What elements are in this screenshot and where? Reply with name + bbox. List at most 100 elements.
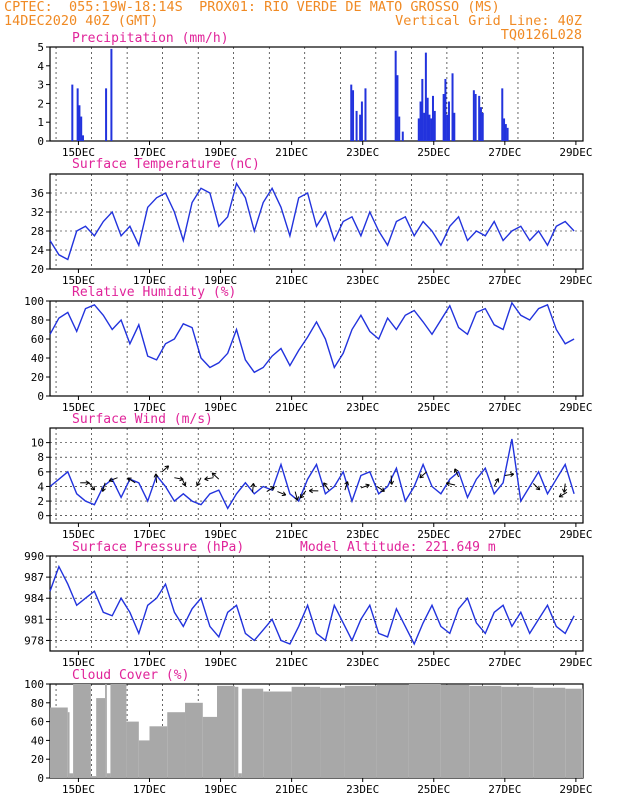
cloud-bar <box>533 687 566 778</box>
precip-bar <box>501 88 504 141</box>
wind-arrow <box>204 477 214 480</box>
y-tick-label: 4 <box>37 480 44 493</box>
precip-bar <box>421 78 424 141</box>
y-tick-label: 40 <box>31 352 44 365</box>
y-tick-label: 24 <box>31 244 45 257</box>
wind-arrow <box>390 475 393 485</box>
y-tick-label: 60 <box>31 333 44 346</box>
precip-bar <box>433 110 436 141</box>
x-tick-label: 15DEC <box>62 783 95 796</box>
x-tick-label: 27DEC <box>488 656 521 669</box>
x-tick-label: 21DEC <box>275 656 308 669</box>
x-tick-label: 19DEC <box>204 274 237 287</box>
wind-arrow <box>376 486 385 492</box>
cloud-bar <box>320 687 345 778</box>
y-tick-label: 28 <box>31 225 44 238</box>
y-tick-label: 6 <box>37 466 44 479</box>
wind-arrow <box>88 482 95 491</box>
x-tick-label: 27DEC <box>488 401 521 414</box>
wind-arrow-head <box>108 477 114 483</box>
precip-bar <box>78 105 81 141</box>
y-tick-label: 0 <box>37 390 44 403</box>
x-tick-label: 23DEC <box>346 274 379 287</box>
cloud-bar <box>376 684 409 778</box>
precip-bar <box>352 90 355 141</box>
wind-arrow-head <box>309 488 313 494</box>
y-tick-label: 32 <box>31 206 44 219</box>
precip-bar <box>474 94 477 141</box>
wind-arrow <box>532 483 541 491</box>
precip-bar <box>506 127 509 141</box>
wind-arrow-head <box>299 493 305 499</box>
wind-arrow <box>419 471 427 479</box>
y-tick-label: 987 <box>24 571 44 584</box>
x-tick-label: 27DEC <box>488 783 521 796</box>
wind-arrow <box>299 490 307 499</box>
cloud-bar <box>202 716 218 778</box>
cloud-bar <box>440 684 470 778</box>
cloud-bar <box>501 686 534 778</box>
panel-title-rh: Relative Humidity (%) <box>72 285 236 300</box>
wind-arrow-head <box>365 483 370 489</box>
y-tick-label: 990 <box>24 550 44 563</box>
y-tick-label: 2 <box>37 97 44 110</box>
cloud-bar <box>50 707 68 778</box>
x-tick-label: 21DEC <box>275 783 308 796</box>
precip-bar <box>478 95 481 141</box>
cloud-bar <box>73 684 91 778</box>
precip-bar <box>81 135 84 141</box>
panel-wind <box>46 427 584 527</box>
wind-arrow <box>108 477 118 482</box>
precip-bar <box>453 112 456 141</box>
wind-arrow-head <box>196 481 201 487</box>
precip-bar <box>451 73 454 141</box>
wind-arrow-head <box>323 482 328 487</box>
panel-frame <box>49 173 584 270</box>
precip-bar <box>401 131 404 141</box>
model-altitude-note: Model Altitude: 221.649 m <box>300 540 496 555</box>
y-tick-label: 80 <box>31 314 44 327</box>
x-tick-label: 27DEC <box>488 274 521 287</box>
wind-arrow <box>446 482 456 486</box>
y-tick-label: 20 <box>31 371 44 384</box>
x-tick-label: 19DEC <box>204 528 237 541</box>
precip-bar <box>447 101 450 141</box>
panel-title-pres: Surface Pressure (hPa) <box>72 540 244 555</box>
wind-arrow-head <box>344 481 350 486</box>
precip-bar <box>359 114 362 141</box>
x-tick-label: 27DEC <box>488 528 521 541</box>
x-tick-label: 21DEC <box>275 528 308 541</box>
wind-arrow <box>294 491 298 501</box>
cloud-bar <box>238 773 242 778</box>
x-tick-label: 25DEC <box>417 401 450 414</box>
precip-bar <box>428 114 431 141</box>
wind-arrow-head <box>101 487 106 492</box>
wind-arrow <box>161 465 169 473</box>
precip-bar <box>472 90 475 141</box>
precip-bar <box>398 116 401 141</box>
precip-bar <box>71 84 74 141</box>
precip-bar <box>431 95 434 141</box>
precip-bar <box>444 78 447 141</box>
x-tick-label: 29DEC <box>559 274 592 287</box>
wind-arrow-head <box>281 491 287 497</box>
wind-arrow-head <box>535 485 541 491</box>
panel-title-precip: Precipitation (mm/h) <box>72 31 229 46</box>
x-tick-label: 21DEC <box>275 274 308 287</box>
wind-arrow-head <box>127 477 132 482</box>
header-model-id: TQ0126L028 <box>500 27 582 43</box>
wind-arrow <box>344 481 349 491</box>
x-tick-label: 29DEC <box>559 783 592 796</box>
y-tick-label: 981 <box>24 613 44 626</box>
cloud-bar <box>67 712 70 778</box>
wind-arrow <box>558 491 568 498</box>
x-tick-label: 19DEC <box>204 656 237 669</box>
cloud-bar <box>110 684 127 778</box>
x-tick-label: 17DEC <box>133 783 166 796</box>
cloud-bar <box>234 686 239 778</box>
panel-temp <box>46 173 584 273</box>
series-line-temp <box>49 181 575 261</box>
precip-bar <box>396 75 399 141</box>
wind-arrow <box>102 482 106 492</box>
x-tick-label: 19DEC <box>204 146 237 159</box>
